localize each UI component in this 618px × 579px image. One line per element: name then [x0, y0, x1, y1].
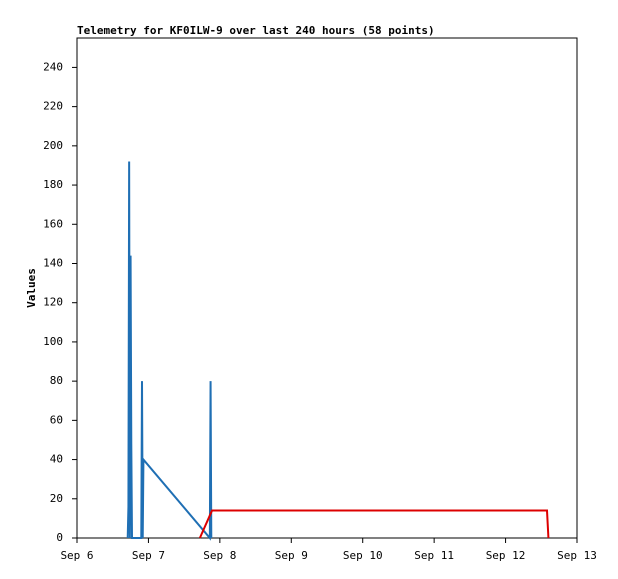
x-tick-label: Sep 13	[557, 549, 597, 562]
y-tick-label: 0	[56, 531, 63, 544]
y-tick-label: 180	[43, 178, 63, 191]
x-tick-label: Sep 7	[132, 549, 165, 562]
y-tick-label: 240	[43, 60, 63, 73]
series-line	[126, 161, 213, 541]
x-tick-label: Sep 8	[203, 549, 236, 562]
chart-title: Telemetry for KF0ILW-9 over last 240 hou…	[77, 24, 435, 37]
y-tick-label: 80	[50, 374, 63, 387]
x-tick-label: Sep 9	[275, 549, 308, 562]
y-tick-label: 60	[50, 413, 63, 426]
y-tick-label: 20	[50, 492, 63, 505]
y-tick-label: 220	[43, 100, 63, 113]
x-tick-label: Sep 11	[414, 549, 454, 562]
y-tick-label: 160	[43, 217, 63, 230]
y-axis-label: Values	[25, 268, 38, 308]
x-tick-label: Sep 10	[343, 549, 383, 562]
plot-frame	[76, 37, 578, 539]
y-tick-label: 120	[43, 296, 63, 309]
x-tick-label: Sep 12	[486, 549, 526, 562]
x-tick-label: Sep 6	[60, 549, 93, 562]
y-tick-label: 200	[43, 139, 63, 152]
y-tick-label: 40	[50, 453, 63, 466]
series-line	[198, 509, 550, 539]
y-tick-label: 140	[43, 256, 63, 269]
y-tick-label: 100	[43, 335, 63, 348]
